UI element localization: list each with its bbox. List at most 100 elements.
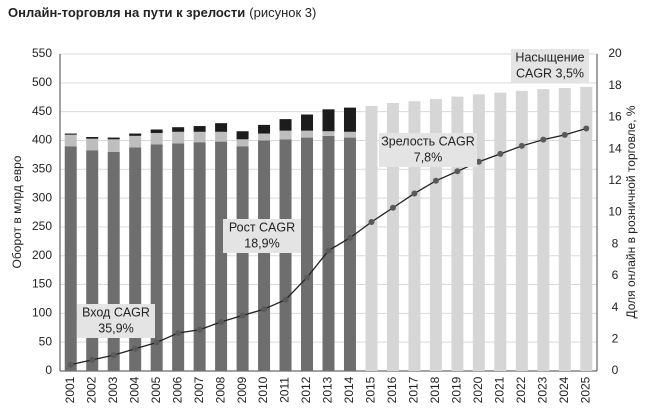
x-tick-label: 2009 — [235, 376, 249, 403]
bar-segment — [172, 143, 185, 371]
y-tick-label: 350 — [32, 161, 52, 175]
bar-segment — [301, 114, 314, 131]
y2-tick-label: 8 — [612, 236, 619, 250]
line-marker — [218, 318, 225, 325]
bar-segment — [215, 141, 228, 371]
annotation-box — [77, 304, 155, 338]
bar-segment — [236, 139, 249, 147]
x-tick-label: 2017 — [407, 376, 421, 403]
annotation-text: Зрелость CAGR — [381, 134, 475, 148]
annotation-text: 18,9% — [244, 236, 279, 250]
annotation-text: 7,8% — [414, 150, 443, 164]
annotation-box — [511, 49, 589, 83]
chart-title: Онлайн-торговля на пути к зрелости (рисун… — [8, 5, 316, 20]
bar-segment — [172, 127, 185, 132]
bar-segment — [301, 137, 314, 371]
bar-segment — [258, 140, 271, 371]
bar-segment — [107, 151, 120, 371]
y2-tick-label: 16 — [608, 110, 622, 124]
title-sub: (рисунок 3) — [249, 5, 316, 20]
x-tick-label: 2001 — [63, 376, 77, 403]
bar-segment — [150, 132, 163, 145]
line-marker — [325, 247, 332, 254]
bar-segment — [408, 101, 421, 372]
x-tick-label: 2021 — [493, 376, 507, 403]
y-tick-label: 100 — [32, 306, 52, 320]
line-marker — [175, 329, 182, 336]
x-tick-label: 2012 — [299, 376, 313, 403]
line-marker — [239, 312, 246, 319]
line-marker — [540, 136, 547, 143]
bar-segment — [558, 88, 571, 371]
bar-segment — [258, 124, 271, 134]
line-marker — [196, 326, 203, 333]
line-marker — [518, 142, 525, 149]
x-tick-label: 2006 — [170, 376, 184, 403]
annotation-text: 35,9% — [98, 321, 133, 335]
bar-segment — [343, 107, 356, 132]
bar-segment — [64, 133, 77, 135]
x-tick-label: 2005 — [149, 376, 163, 403]
line-marker — [132, 345, 139, 352]
bar-segment — [86, 136, 99, 139]
x-tick-label: 2025 — [578, 376, 592, 403]
y-tick-label: 150 — [32, 277, 52, 291]
x-tick-label: 2011 — [278, 377, 292, 403]
annotation-text: Рост CAGR — [229, 220, 295, 234]
y2-tick-label: 12 — [608, 173, 622, 187]
y2-tick-label: 4 — [612, 300, 619, 314]
line-marker — [497, 150, 504, 157]
x-tick-label: 2023 — [535, 376, 549, 403]
y-tick-label: 450 — [32, 104, 52, 118]
bar-segment — [236, 131, 249, 140]
bar-segment — [537, 89, 550, 372]
x-tick-label: 2007 — [192, 376, 206, 403]
bar-segment — [343, 137, 356, 371]
y2-tick-label: 20 — [608, 46, 622, 60]
bar-segment — [193, 131, 206, 143]
bar-segment — [494, 92, 507, 371]
bar-segment — [279, 130, 292, 140]
line-marker — [153, 339, 160, 346]
y2-tick-label: 14 — [608, 141, 622, 155]
x-tick-label: 2002 — [84, 376, 98, 403]
line-marker — [432, 177, 439, 184]
annotation-text: Вход CAGR — [82, 305, 150, 319]
bar-segment — [279, 119, 292, 131]
bar-segment — [322, 131, 335, 136]
bar-segment — [322, 109, 335, 132]
x-tick-label: 2024 — [557, 376, 571, 403]
x-tick-label: 2015 — [364, 376, 378, 403]
bar-segment — [515, 90, 528, 372]
x-tick-label: 2014 — [342, 376, 356, 403]
annotation-text: Насыщение — [515, 50, 584, 64]
bar-segment — [193, 142, 206, 371]
annotation-text: CAGR 3,5% — [516, 66, 584, 80]
y-tick-label: 50 — [39, 334, 53, 348]
y-tick-label: 400 — [32, 133, 52, 147]
line-marker — [583, 125, 590, 132]
bar-segment — [150, 129, 163, 133]
x-tick-label: 2020 — [471, 376, 485, 403]
bar-segment — [129, 135, 142, 148]
line-marker — [110, 352, 117, 359]
line-marker — [389, 204, 396, 211]
x-tick-label: 2022 — [514, 376, 528, 403]
line-marker — [368, 219, 375, 226]
line-marker — [561, 131, 568, 138]
y2-tick-label: 6 — [612, 268, 619, 282]
x-tick-label: 2013 — [321, 376, 335, 403]
y-tick-label: 200 — [32, 248, 52, 262]
y2-tick-label: 10 — [608, 205, 622, 219]
x-tick-label: 2003 — [106, 376, 120, 403]
line-marker — [346, 234, 353, 241]
line-marker — [304, 274, 311, 281]
x-tick-label: 2018 — [428, 376, 442, 403]
y2-axis-label: Доля онлайн в розничной торговле, % — [624, 105, 638, 318]
y-tick-label: 550 — [32, 46, 52, 60]
line-marker — [454, 168, 461, 175]
x-tick-label: 2004 — [127, 376, 141, 403]
bar-segment — [107, 137, 120, 140]
annotation-box — [379, 133, 477, 167]
